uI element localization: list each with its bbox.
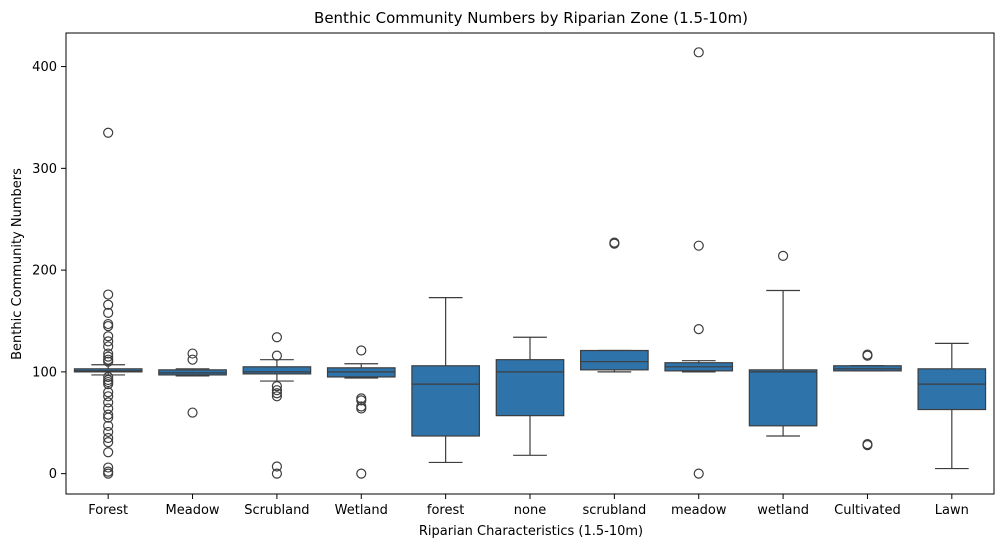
outlier-point <box>103 336 114 347</box>
outlier-point <box>103 420 114 431</box>
outlier-point <box>103 356 114 367</box>
outlier-point <box>356 345 367 356</box>
box-group <box>411 296 480 464</box>
outlier-point <box>103 320 114 332</box>
outlier-point <box>356 468 367 479</box>
outlier-point <box>271 381 283 392</box>
iqr-box <box>495 359 565 417</box>
outlier-point <box>103 127 114 138</box>
outlier-point <box>103 341 114 352</box>
outlier-point <box>271 385 283 396</box>
box-group <box>664 47 734 479</box>
iqr-box <box>411 365 480 437</box>
x-tick-label: forest <box>427 503 464 518</box>
outlier-point <box>103 318 114 330</box>
y-tick-label: 400 <box>32 60 57 75</box>
outlier-point <box>271 468 283 479</box>
x-axis: Forest Meadow Scrubland Wetland forest none sc… <box>88 494 969 518</box>
iqr-box <box>580 349 649 371</box>
box-group <box>917 342 987 470</box>
outlier-point <box>103 397 114 408</box>
iqr-box <box>242 366 312 375</box>
outlier-point <box>103 468 114 479</box>
outlier-point <box>103 387 114 398</box>
outlier-point <box>103 426 114 438</box>
outlier-point <box>103 447 114 458</box>
box-group <box>495 336 565 456</box>
x-tick-label: Scrubland <box>244 503 309 518</box>
outlier-point <box>777 250 789 261</box>
outlier-point <box>103 348 114 359</box>
outlier-point <box>103 378 114 390</box>
box-group <box>580 237 649 373</box>
outlier-point <box>271 391 283 402</box>
y-tick-label: 200 <box>32 264 57 279</box>
outlier-point <box>103 371 114 383</box>
x-tick-label: none <box>514 503 546 518</box>
outlier-point <box>271 461 283 472</box>
plot-frame <box>65 32 995 495</box>
outlier-point <box>103 351 114 362</box>
box-group <box>326 345 396 479</box>
chart-title: Benthic Community Numbers by Riparian Zo… <box>314 9 748 27</box>
outlier-point <box>103 307 114 318</box>
outlier-point <box>103 299 114 310</box>
x-tick-label: meadow <box>671 503 727 518</box>
outlier-point <box>693 47 704 58</box>
outlier-point <box>103 289 114 300</box>
outlier-point <box>103 412 114 423</box>
outlier-point <box>356 395 367 406</box>
x-axis-label: Riparian Characteristics (1.5-10m) <box>419 524 643 539</box>
outlier-point <box>187 407 198 418</box>
x-tick-label: Lawn <box>935 503 969 518</box>
x-tick-label: scrubland <box>582 503 646 518</box>
box-group <box>748 250 818 437</box>
iqr-box <box>748 369 818 427</box>
box-group <box>73 127 143 479</box>
outlier-point <box>271 350 283 361</box>
y-tick-label: 100 <box>32 365 57 380</box>
outlier-point <box>862 440 873 451</box>
plot-area <box>73 47 987 479</box>
outlier-point <box>693 324 704 335</box>
x-tick-label: Meadow <box>166 503 220 518</box>
x-tick-label: Cultivated <box>834 503 901 518</box>
outlier-point <box>187 354 198 365</box>
outlier-point <box>103 409 114 420</box>
outlier-point <box>187 348 198 359</box>
x-tick-label: Forest <box>88 503 128 518</box>
outlier-point <box>103 436 114 448</box>
box-group <box>242 332 312 479</box>
box-group <box>158 348 227 418</box>
outlier-point <box>103 331 114 342</box>
x-tick-label: Wetland <box>335 503 388 518</box>
outlier-point <box>103 462 114 473</box>
y-axis-label: Benthic Community Numbers <box>10 168 25 360</box>
outlier-point <box>271 388 283 399</box>
iqr-box <box>917 368 987 411</box>
y-tick-label: 0 <box>49 467 57 482</box>
outlier-point <box>103 391 114 402</box>
x-tick-label: wetland <box>757 503 809 518</box>
outlier-point <box>862 350 873 361</box>
outlier-point <box>609 238 620 249</box>
outlier-point <box>356 403 367 414</box>
outlier-point <box>693 468 704 479</box>
y-tick-label: 300 <box>32 162 57 177</box>
outlier-point <box>103 432 114 444</box>
box-group <box>833 349 902 451</box>
outlier-point <box>693 240 704 251</box>
outlier-point <box>271 332 283 343</box>
y-axis: 0 100 200 300 400 <box>32 60 66 482</box>
